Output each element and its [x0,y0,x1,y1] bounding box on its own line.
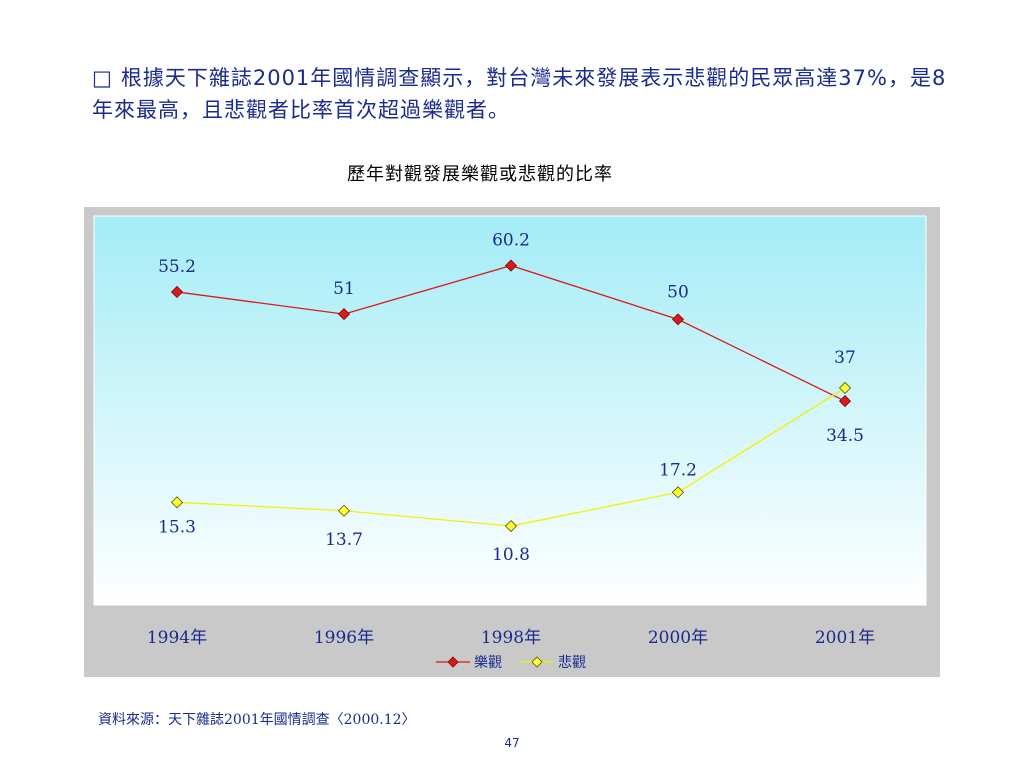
plot-area [93,215,927,606]
line-chart: 55.2 51 60.2 50 34.5 15.3 13.7 10.8 17.2 37 1994年… [93,215,927,671]
x-tick-label: 1996年 [314,628,374,648]
x-tick-label: 2000年 [648,628,708,648]
source-note: 資料來源：天下雜誌2001年國情調查〈2000.12〉 [98,712,416,728]
x-tick-label: 2001年 [815,628,875,648]
data-point-marker [671,313,685,326]
data-label: 50 [667,282,689,302]
data-label: 17.2 [659,460,697,480]
data-label: 51 [333,279,355,299]
x-tick-label: 1998年 [481,628,541,648]
legend-label: 悲觀 [558,654,586,671]
data-point-marker [170,496,184,509]
page-number: 47 [504,736,520,750]
legend: 樂觀 悲觀 [436,654,586,671]
chart-title: 歷年對觀發展樂觀或悲觀的比率 [347,164,613,185]
data-point-marker [838,395,852,408]
data-label: 60.2 [492,231,530,251]
data-point-marker [337,504,351,517]
legend-marker [531,656,543,668]
legend-label: 樂觀 [474,654,502,671]
data-label: 10.8 [492,545,530,565]
data-point-marker [504,519,518,533]
data-point-marker [170,285,184,299]
legend-marker [447,656,459,668]
data-label: 55.2 [158,257,196,277]
data-label: 34.5 [826,426,864,446]
data-label: 15.3 [158,517,196,537]
data-point-marker [838,381,852,394]
x-tick-label: 1994年 [147,628,207,648]
bullet-square-icon: □ [92,66,113,90]
data-label: 37 [834,348,856,368]
data-point-marker [671,486,685,499]
slide-body-text-content: 根據天下雜誌2001年國情調查顯示，對台灣未來發展表示悲觀的民眾高達37%，是8… [92,66,947,122]
data-label: 13.7 [325,530,363,550]
data-point-marker [337,308,351,321]
series-layer: 55.2 51 60.2 50 34.5 15.3 13.7 10.8 17.2 37 [158,231,864,565]
slide-body-text: □ 根據天下雜誌2001年國情調查顯示，對台灣未來發展表示悲觀的民眾高達37%，是… [92,62,952,126]
chart-frame: 55.2 51 60.2 50 34.5 15.3 13.7 10.8 17.2 37 1994年… [84,207,940,677]
x-axis-labels: 1994年 1996年 1998年 2000年 2001年 [147,628,875,648]
data-point-marker [504,259,518,272]
